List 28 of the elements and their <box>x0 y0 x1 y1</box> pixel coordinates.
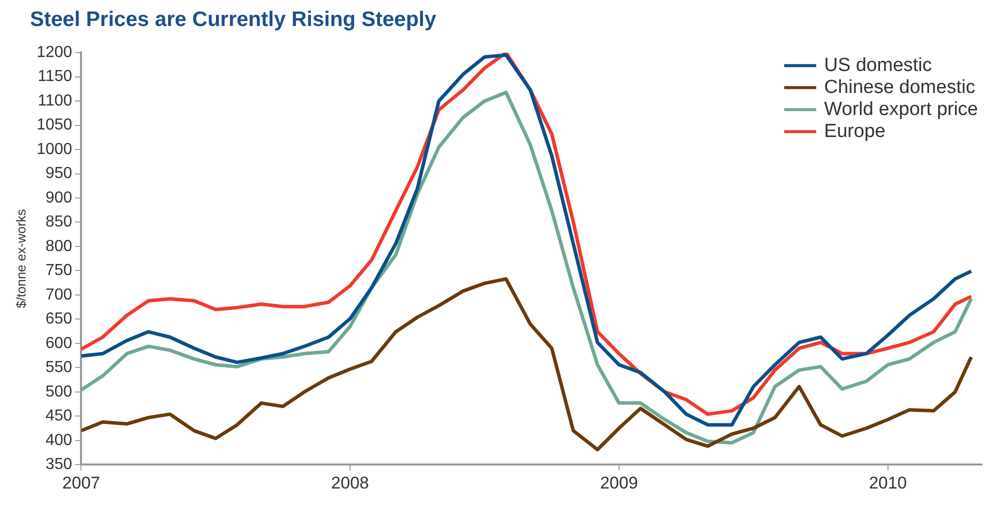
y-tick-label: 1150 <box>38 68 72 86</box>
legend-label: World export price <box>824 98 978 120</box>
legend-label: US domestic <box>824 54 932 76</box>
legend-label: Chinese domestic <box>824 76 976 98</box>
y-tick-label: 450 <box>45 408 72 425</box>
y-tick-label: 500 <box>45 383 72 400</box>
y-tick-label: 750 <box>45 262 72 280</box>
x-tick-label: 2007 <box>62 473 100 492</box>
y-tick-label: 950 <box>45 165 72 182</box>
y-tick-label: 1100 <box>38 92 72 110</box>
y-tick-label: 850 <box>45 214 72 231</box>
y-tick-label: 1050 <box>36 116 72 134</box>
y-tick-label: 900 <box>45 189 72 206</box>
legend-label: Europe <box>824 120 886 142</box>
y-tick-label: 400 <box>45 432 72 449</box>
x-tick-label: 2009 <box>600 473 638 492</box>
y-tick-label: 1000 <box>36 140 72 158</box>
chart-title: Steel Prices are Currently Rising Steeply <box>30 8 436 32</box>
y-tick-label: 350 <box>45 456 72 474</box>
y-tick-label: 550 <box>45 359 72 376</box>
y-tick-label: 650 <box>45 310 72 328</box>
x-tick-label: 2010 <box>868 473 907 492</box>
y-tick-label: 800 <box>45 238 72 255</box>
y-tick-label: 600 <box>45 334 72 352</box>
y-axis-title: $/tonne ex-works <box>13 208 28 308</box>
x-tick-label: 2008 <box>331 473 370 492</box>
y-tick-label: 700 <box>45 286 72 304</box>
y-tick-label: 1200 <box>36 44 72 62</box>
